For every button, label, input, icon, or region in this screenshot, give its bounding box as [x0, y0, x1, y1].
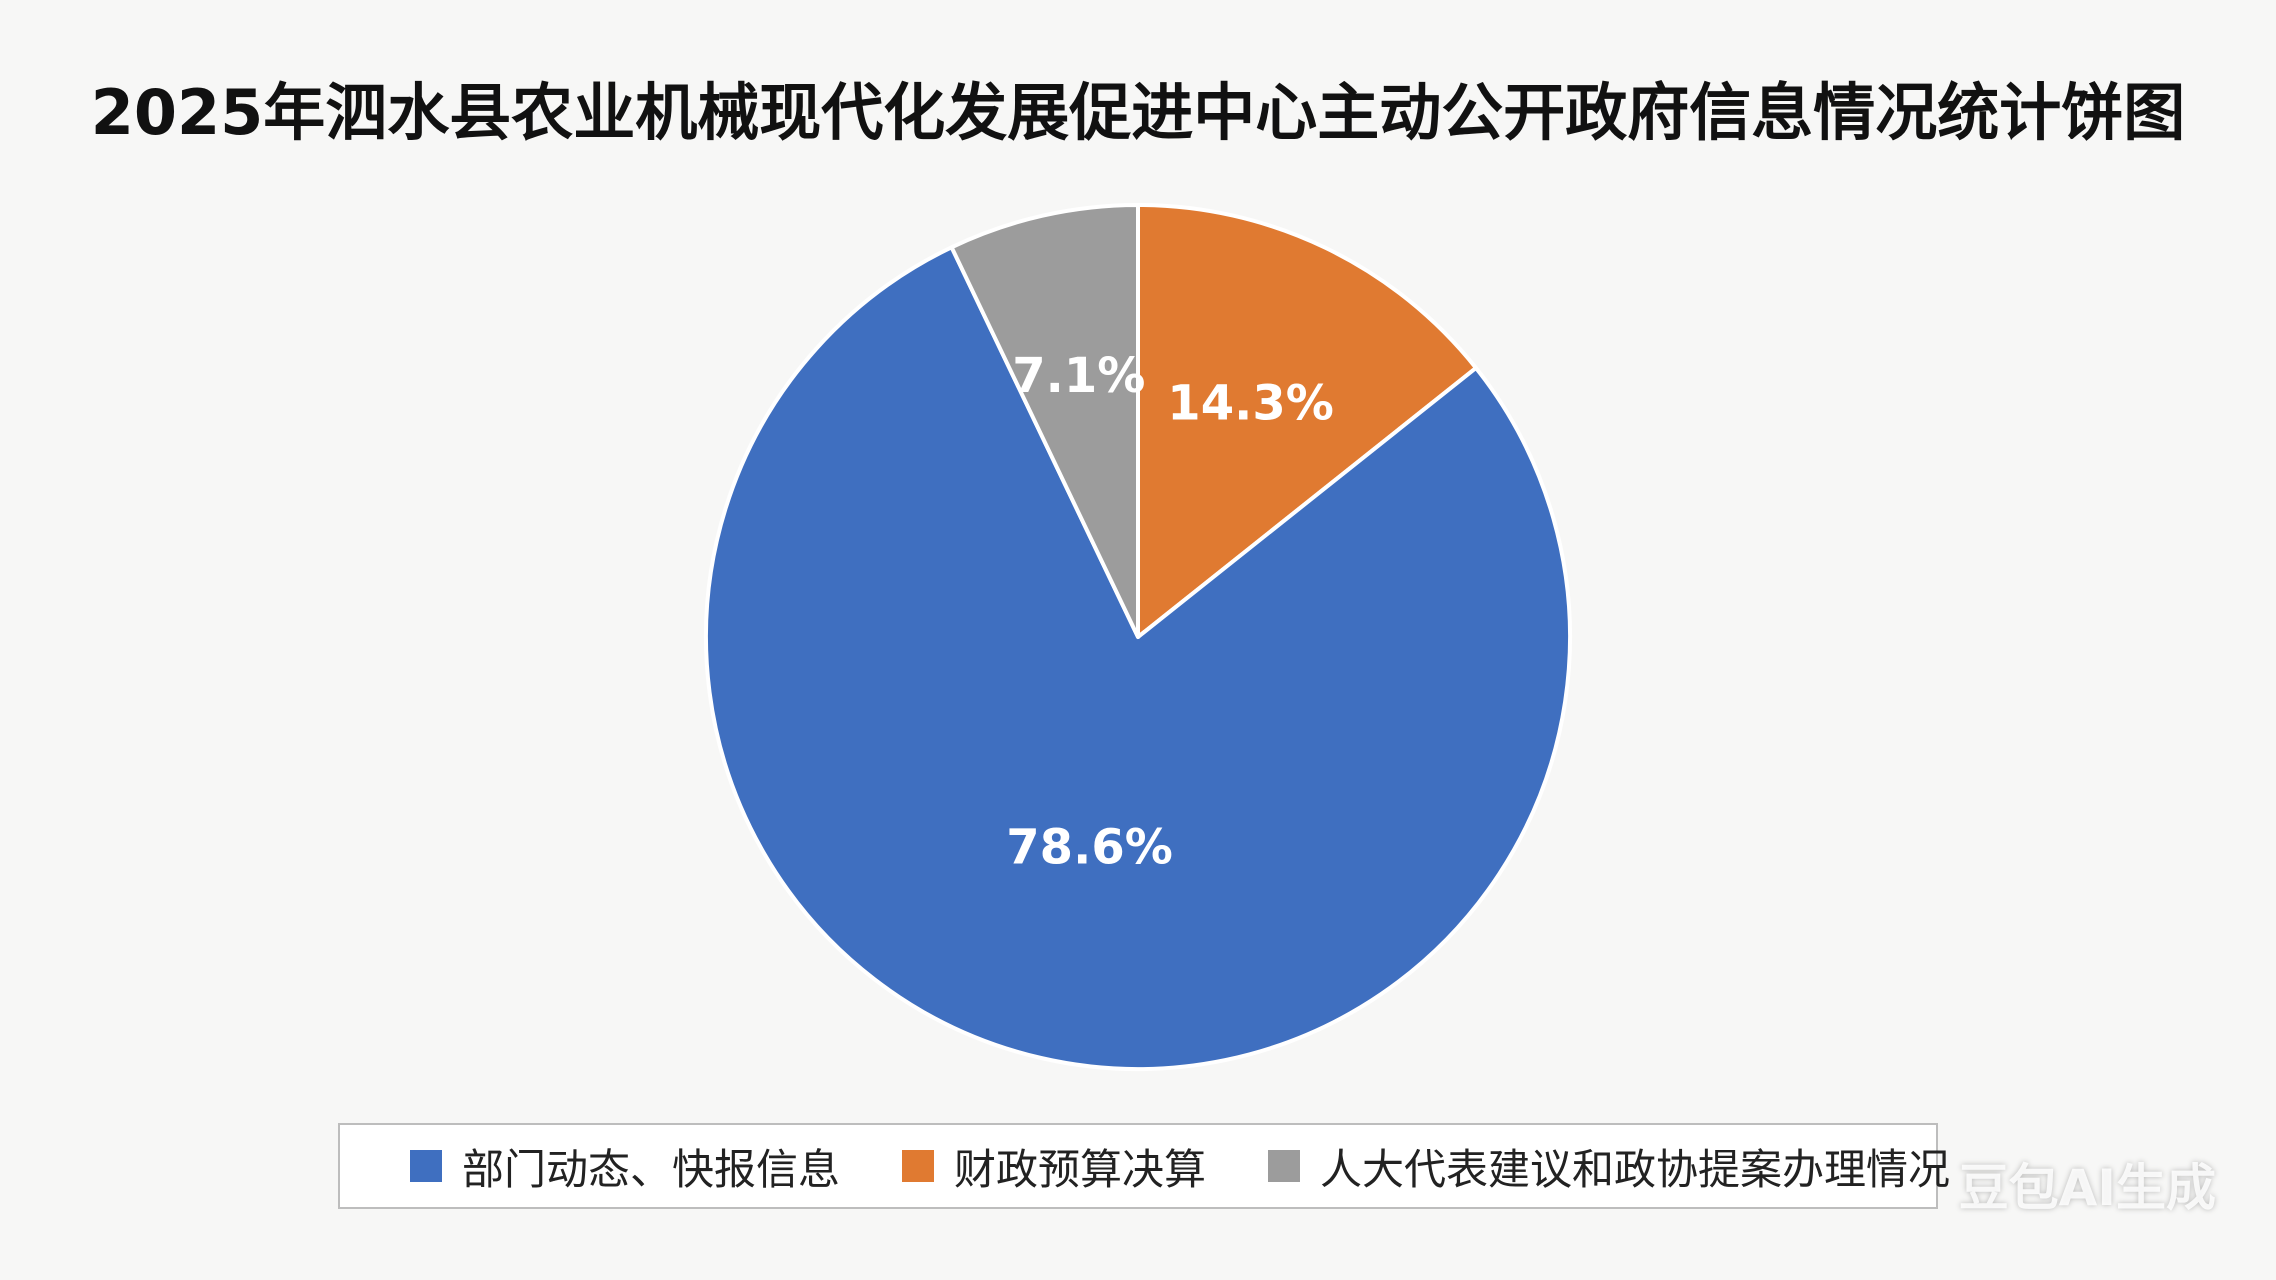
legend-swatch-budget — [902, 1150, 935, 1182]
chart-title: 2025年泗水县农业机械现代化发展促进中心主动公开政府信息情况统计饼图 — [90, 76, 2186, 149]
legend-label-proposals: 人大代表建议和政协提案办理情况 — [1320, 1144, 1951, 1194]
watermark-text: 豆包AI生成 — [1958, 1159, 2216, 1217]
pie-data-label-2: 7.1% — [1012, 348, 1145, 404]
legend-swatch-proposals — [1268, 1150, 1301, 1182]
pie-slice-0 — [1136, 203, 1478, 639]
legend-item-department-news: 部门动态、快报信息 — [410, 1136, 840, 1197]
chart-legend: 部门动态、快报信息 财政预算决算 人大代表建议和政协提案办理情况 — [338, 1123, 1950, 1209]
pie-slice-1 — [704, 245, 1572, 1071]
pie-data-label-1: 78.6% — [1006, 819, 1173, 875]
legend-swatch-department-news — [410, 1150, 442, 1182]
legend-item-proposals: 人大代表建议和政协提案办理情况 — [1268, 1136, 1950, 1197]
legend-label-department-news: 部门动态、快报信息 — [462, 1144, 841, 1194]
pie-data-label-0: 14.3% — [1167, 376, 1334, 432]
legend-label-budget: 财政预算决算 — [954, 1144, 1207, 1194]
legend-item-budget: 财政预算决算 — [902, 1136, 1206, 1197]
pie-slice-2 — [949, 203, 1140, 639]
